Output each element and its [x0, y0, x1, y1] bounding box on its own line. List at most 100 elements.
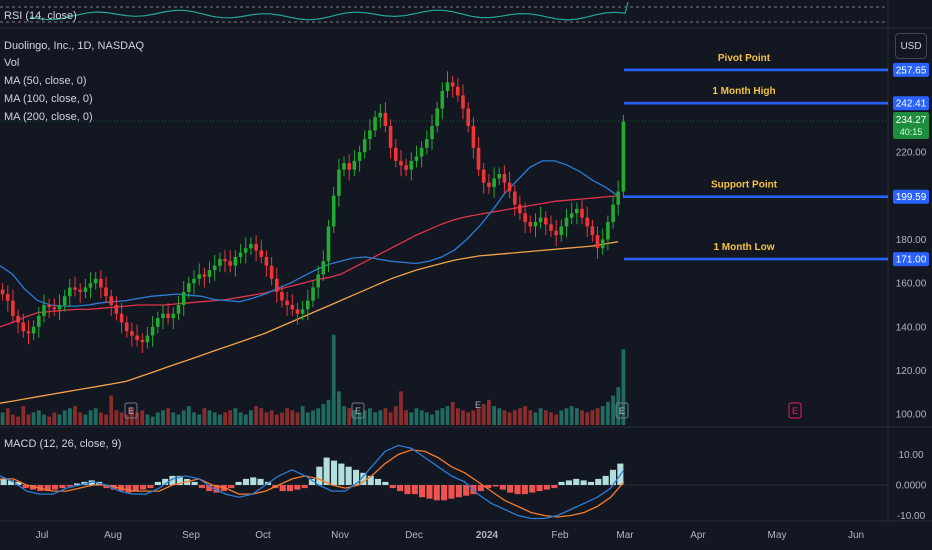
candle-body [378, 112, 382, 118]
volume-bar [362, 410, 367, 425]
candle-body [171, 313, 176, 319]
candle-body [554, 230, 558, 236]
volume-bar [264, 412, 269, 425]
candle-body [243, 248, 248, 253]
time-tick-label: Jul [36, 530, 49, 541]
volume-bar [476, 408, 481, 425]
macd-histogram-bar [308, 478, 315, 485]
candle-body [47, 305, 51, 308]
candle-body [119, 313, 124, 323]
volume-bar [564, 408, 569, 425]
macd-histogram-bar [492, 485, 499, 487]
candle-body [342, 163, 346, 170]
candle-body [461, 95, 465, 109]
volume-bar [285, 408, 289, 425]
candle-body [549, 224, 553, 231]
annotation-price-label: 171.00 [896, 255, 927, 266]
candle-body [575, 208, 579, 214]
macd-tick-label: 0.0000 [896, 481, 927, 492]
candle-body [57, 305, 62, 310]
macd-histogram-bar [529, 485, 536, 493]
volume-bar [83, 414, 88, 425]
candle-body [181, 291, 186, 305]
macd-histogram-bar [66, 485, 73, 487]
volume-bar [497, 408, 502, 425]
volume-bar [62, 410, 67, 425]
candle-body [68, 287, 72, 297]
macd-histogram-bar [565, 480, 572, 485]
volume-bar [487, 399, 491, 425]
macd-histogram-bar [595, 478, 602, 485]
macd-histogram-bar [389, 485, 396, 489]
macd-histogram-bar [411, 485, 418, 495]
volume-bar [5, 408, 10, 425]
candle-body [31, 326, 36, 334]
candle-body [37, 315, 41, 327]
volume-bar [36, 410, 41, 425]
volume-bar [373, 412, 377, 425]
macd-histogram-bar [551, 485, 558, 489]
candle-body [481, 169, 486, 183]
candle-body [150, 326, 155, 336]
macd-histogram-bar [514, 485, 521, 495]
macd-histogram-bar [242, 478, 249, 485]
volume-bar [430, 414, 434, 425]
macd-histogram-bar [558, 481, 565, 485]
volume-bar [337, 391, 341, 425]
volume-bar [47, 416, 52, 425]
annotation-label: 1 Month High [712, 86, 775, 97]
macd-histogram-bar [15, 481, 22, 485]
macd-histogram-bar [375, 478, 382, 485]
price-tick-label: 220.00 [896, 148, 927, 159]
currency-button[interactable]: USD [895, 33, 927, 59]
candle-body [202, 274, 207, 277]
macd-histogram-bar [331, 460, 338, 485]
ma200-line [0, 241, 619, 404]
macd-histogram-bar [22, 485, 29, 489]
volume-bar [342, 406, 346, 425]
candle-body [450, 82, 455, 87]
candle-body [88, 283, 93, 288]
time-tick-label: Oct [255, 530, 271, 541]
volume-bar [295, 412, 300, 425]
volume-bar [533, 412, 538, 425]
candle-body [373, 117, 377, 131]
volume-bar [621, 349, 626, 425]
time-tick-label: Nov [331, 530, 349, 541]
macd-histogram-bar [367, 475, 374, 485]
volume-bar [492, 406, 496, 425]
candle-body [435, 108, 439, 126]
volume-bar [104, 414, 108, 425]
volume-bar [414, 408, 419, 425]
volume-bar [140, 410, 145, 425]
vol-label: Vol [4, 57, 20, 69]
volume-bar [600, 406, 605, 425]
volume-bar [78, 412, 83, 425]
volume-bar [419, 410, 424, 425]
candle-body [507, 182, 512, 192]
candle-body [166, 313, 170, 319]
volume-bar [554, 414, 559, 425]
volume-bar [73, 406, 77, 425]
candle-body [212, 265, 217, 271]
macd-histogram-bar [301, 485, 308, 489]
volume-bar [130, 408, 134, 425]
volume-bar [269, 410, 274, 425]
volume-bar [202, 408, 207, 425]
macd-histogram-bar [228, 485, 235, 489]
volume-bar [31, 412, 36, 425]
ma50-label: MA (50, close, 0) [4, 75, 87, 87]
volume-bar [580, 410, 584, 425]
candle-body [544, 217, 548, 225]
candle-body [135, 335, 139, 340]
volume-bar [595, 408, 600, 425]
volume-bar [52, 412, 57, 425]
volume-bar [238, 412, 243, 425]
volume-bar [471, 410, 476, 425]
volume-bar [450, 401, 455, 425]
earnings-label: E [792, 406, 798, 416]
volume-bar [135, 412, 139, 425]
volume-bar [316, 408, 321, 425]
